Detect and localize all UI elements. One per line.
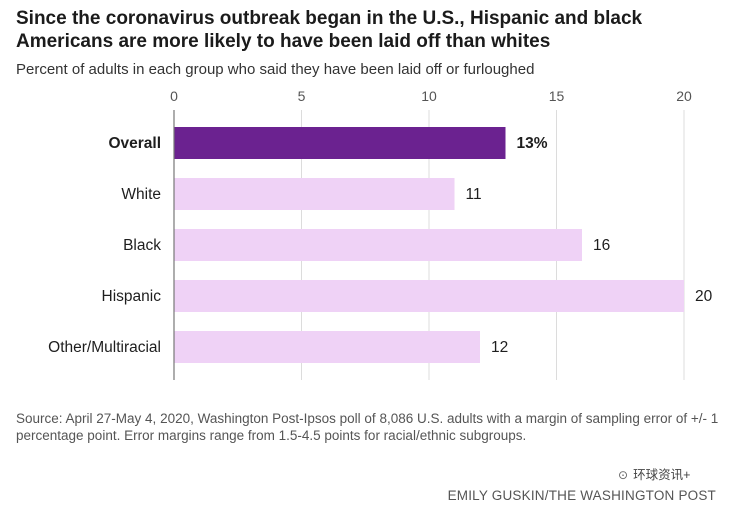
value-label: 16 xyxy=(593,237,610,254)
value-label: 13% xyxy=(517,135,548,152)
source-note: Source: April 27-May 4, 2020, Washington… xyxy=(16,411,719,443)
chart-title: Since the coronavirus outbreak began in … xyxy=(16,8,643,52)
wechat-icon: ⊙ xyxy=(618,468,629,482)
watermark: ⊙ 环球资讯+ xyxy=(618,464,690,483)
x-tick-label: 20 xyxy=(676,88,692,104)
category-label: Overall xyxy=(108,135,161,152)
bar xyxy=(174,178,455,210)
category-label: Other/Multiracial xyxy=(48,339,161,356)
bar xyxy=(174,331,480,363)
x-tick-label: 5 xyxy=(298,88,306,104)
value-label: 20 xyxy=(695,288,713,305)
bar xyxy=(174,127,506,159)
value-label: 11 xyxy=(466,186,482,203)
category-label: Black xyxy=(123,237,161,254)
category-label: Hispanic xyxy=(102,288,162,305)
x-tick-label: 15 xyxy=(549,88,565,104)
bar xyxy=(174,280,684,312)
x-tick-label: 10 xyxy=(421,88,437,104)
x-tick-label: 0 xyxy=(170,88,178,104)
chart-subtitle: Percent of adults in each group who said… xyxy=(16,61,535,78)
watermark-text: 环球资讯+ xyxy=(633,468,691,482)
value-label: 12 xyxy=(491,339,508,356)
credit-line: EMILY GUSKIN/THE WASHINGTON POST xyxy=(447,488,716,503)
bar xyxy=(174,229,582,261)
category-label: White xyxy=(121,186,161,203)
